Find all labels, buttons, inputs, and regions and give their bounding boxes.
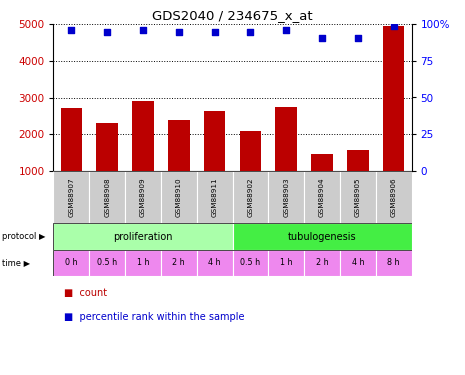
Text: ■  count: ■ count: [64, 288, 107, 298]
Bar: [168, 120, 190, 171]
Point: [211, 29, 218, 35]
Text: GSM88906: GSM88906: [391, 177, 397, 217]
Point: [175, 29, 182, 35]
Text: GSM88902: GSM88902: [247, 177, 253, 217]
Bar: [232, 171, 268, 223]
Bar: [376, 250, 412, 276]
Bar: [268, 250, 304, 276]
Point: [282, 27, 290, 33]
Bar: [53, 171, 89, 223]
Text: GSM88903: GSM88903: [283, 177, 289, 217]
Bar: [125, 171, 161, 223]
Bar: [96, 123, 118, 171]
Bar: [311, 154, 333, 171]
Bar: [125, 250, 161, 276]
Text: time ▶: time ▶: [2, 258, 30, 267]
Bar: [232, 223, 412, 250]
Bar: [204, 111, 226, 171]
Text: 2 h: 2 h: [173, 258, 185, 267]
Bar: [347, 150, 369, 171]
Bar: [304, 171, 340, 223]
Bar: [197, 250, 232, 276]
Text: GSM88911: GSM88911: [212, 177, 218, 217]
Bar: [304, 250, 340, 276]
Bar: [376, 171, 412, 223]
Bar: [89, 171, 125, 223]
Point: [318, 34, 325, 40]
Bar: [53, 223, 232, 250]
Bar: [340, 171, 376, 223]
Point: [354, 34, 361, 40]
Title: GDS2040 / 234675_x_at: GDS2040 / 234675_x_at: [152, 9, 313, 22]
Text: 4 h: 4 h: [208, 258, 221, 267]
Text: GSM88909: GSM88909: [140, 177, 146, 217]
Text: GSM88908: GSM88908: [104, 177, 110, 217]
Point: [139, 27, 146, 33]
Bar: [340, 250, 376, 276]
Text: GSM88907: GSM88907: [68, 177, 74, 217]
Text: 4 h: 4 h: [352, 258, 364, 267]
Text: 0 h: 0 h: [65, 258, 78, 267]
Text: protocol ▶: protocol ▶: [2, 232, 46, 241]
Text: proliferation: proliferation: [113, 232, 173, 242]
Bar: [239, 131, 261, 171]
Bar: [275, 106, 297, 171]
Bar: [268, 171, 304, 223]
Bar: [53, 250, 89, 276]
Bar: [232, 250, 268, 276]
Point: [103, 29, 111, 35]
Text: tubulogenesis: tubulogenesis: [288, 232, 356, 242]
Text: 0.5 h: 0.5 h: [97, 258, 117, 267]
Point: [67, 27, 75, 33]
Text: 1 h: 1 h: [137, 258, 149, 267]
Text: GSM88904: GSM88904: [319, 177, 325, 217]
Bar: [383, 26, 405, 171]
Text: 1 h: 1 h: [280, 258, 292, 267]
Text: GSM88910: GSM88910: [176, 177, 182, 217]
Text: 0.5 h: 0.5 h: [240, 258, 260, 267]
Text: 2 h: 2 h: [316, 258, 328, 267]
Bar: [161, 171, 197, 223]
Bar: [89, 250, 125, 276]
Bar: [60, 108, 82, 171]
Bar: [132, 101, 154, 171]
Text: 8 h: 8 h: [387, 258, 400, 267]
Bar: [161, 250, 197, 276]
Text: GSM88905: GSM88905: [355, 177, 361, 217]
Bar: [197, 171, 232, 223]
Text: ■  percentile rank within the sample: ■ percentile rank within the sample: [64, 312, 245, 322]
Point: [390, 23, 397, 29]
Point: [246, 29, 254, 35]
